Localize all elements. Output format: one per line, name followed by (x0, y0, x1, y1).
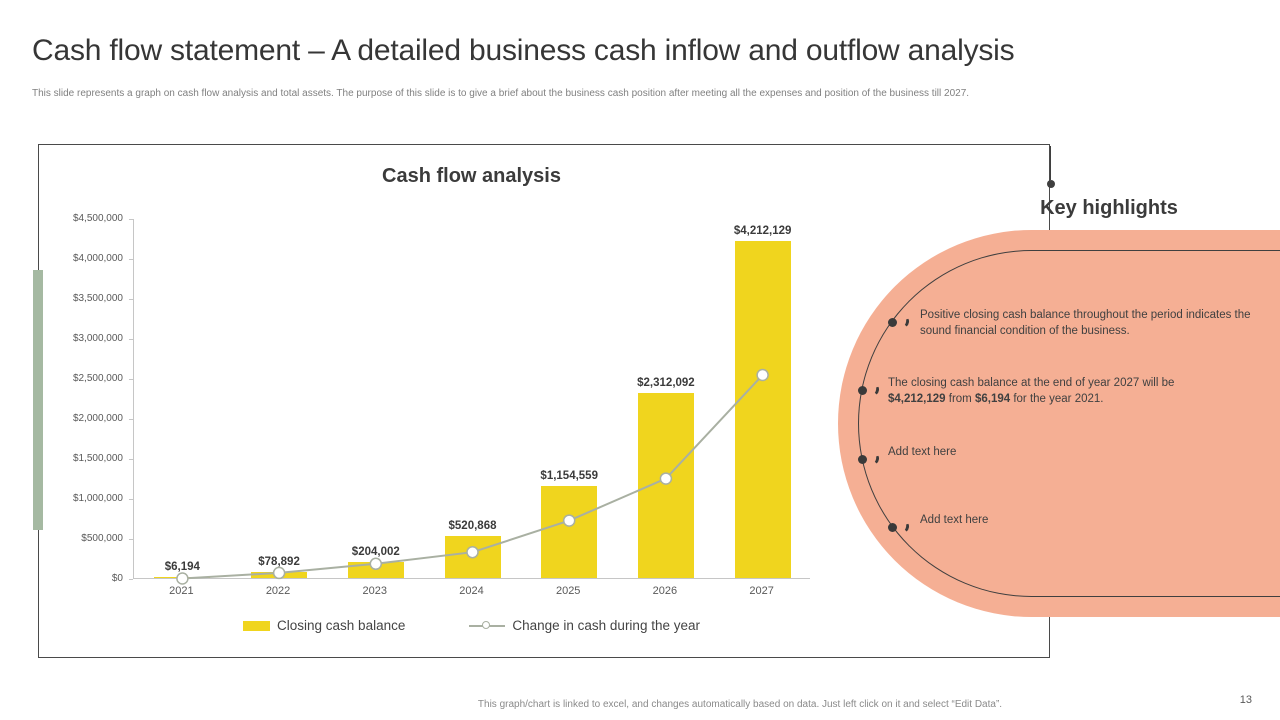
line-marker-2027 (756, 368, 769, 382)
change-in-cash-line (176, 368, 769, 585)
legend-item-closing-cash: Closing cash balance (243, 618, 405, 633)
x-tick-label-2027: 2027 (749, 585, 774, 597)
highlight-bullet-2: The closing cash balance at the end of y… (888, 377, 1175, 405)
y-tick-label: $3,000,000 (72, 333, 123, 344)
highlight-bullet-1: Positive closing cash balance throughout… (920, 309, 1251, 337)
y-tick-label: $3,500,000 (72, 293, 123, 304)
legend-label-line: Change in cash during the year (512, 618, 700, 633)
x-tick-label-2026: 2026 (652, 585, 678, 597)
page-subtitle: This slide represents a graph on cash fl… (32, 88, 970, 99)
footer-note: This graph/chart is linked to excel, and… (477, 699, 1003, 710)
highlight-bullet-4[interactable]: Add text here (920, 514, 989, 526)
x-tick-label-2025: 2025 (555, 585, 581, 597)
line-marker-2025 (562, 514, 576, 527)
x-tick-label-2022: 2022 (265, 585, 291, 597)
key-highlights-title: Key highlights (1040, 197, 1178, 219)
bar-2025[interactable] (541, 485, 598, 578)
line-marker-2022 (272, 566, 286, 580)
legend-label-bar: Closing cash balance (277, 618, 406, 633)
bar-series-swatch-icon (243, 620, 271, 631)
bar-value-label: $2,312,092 (637, 377, 695, 390)
bar-value-label: $6,194 (164, 561, 200, 573)
y-tick-label: $2,500,000 (72, 373, 123, 384)
y-tick-label: $0 (111, 573, 123, 584)
chart-plot-area[interactable]: $6,194 $78,892 $204,002 $520,868 $1,154,559 $… (133, 219, 810, 585)
bar-2026[interactable] (637, 393, 694, 578)
bullet-dot-icon (858, 455, 867, 464)
chart-title: Cash flow analysis (382, 165, 561, 187)
y-tick-label: $500,000 (81, 533, 123, 544)
bar-value-label: $204,002 (351, 545, 400, 558)
key-highlights-arc (858, 250, 1280, 597)
bullet-dot-icon (858, 386, 867, 395)
x-tick-label-2024: 2024 (459, 585, 484, 597)
page-number: 13 (1239, 694, 1252, 706)
x-tick-label-2021: 2021 (169, 585, 194, 597)
x-tick-label-2023: 2023 (362, 585, 388, 597)
y-tick-label: $4,000,000 (72, 253, 123, 264)
y-tick-label: $4,500,000 (72, 213, 123, 224)
y-tick-label: $1,500,000 (72, 453, 123, 464)
line-marker-2023 (369, 557, 383, 571)
page-title: Cash flow statement – A detailed busines… (32, 34, 1015, 67)
highlight-bullet-3[interactable]: Add text here (888, 446, 957, 458)
bullet-dot-icon (888, 523, 897, 532)
bar-value-label: $78,892 (258, 555, 300, 568)
line-series-swatch-icon (469, 620, 506, 629)
y-tick-label: $2,000,000 (72, 413, 123, 424)
bar-2027[interactable] (734, 241, 791, 578)
line-marker-2026 (659, 472, 673, 485)
bar-value-label: $1,154,559 (540, 469, 598, 482)
y-tick-label: $1,000,000 (72, 493, 123, 504)
bullet-dot-icon (888, 318, 897, 327)
line-marker-2024 (466, 545, 479, 559)
left-accent-bar (33, 270, 43, 530)
bar-value-label: $520,868 (448, 520, 497, 533)
legend-item-change-in-cash: Change in cash during the year (469, 618, 700, 633)
bar-value-label: $4,212,129 (733, 225, 792, 238)
connector-line (1050, 146, 1051, 180)
connector-dot-icon (1047, 180, 1055, 188)
line-marker-2021 (176, 572, 189, 585)
chart-legend: Closing cash balance Change in cash duri… (133, 618, 810, 633)
